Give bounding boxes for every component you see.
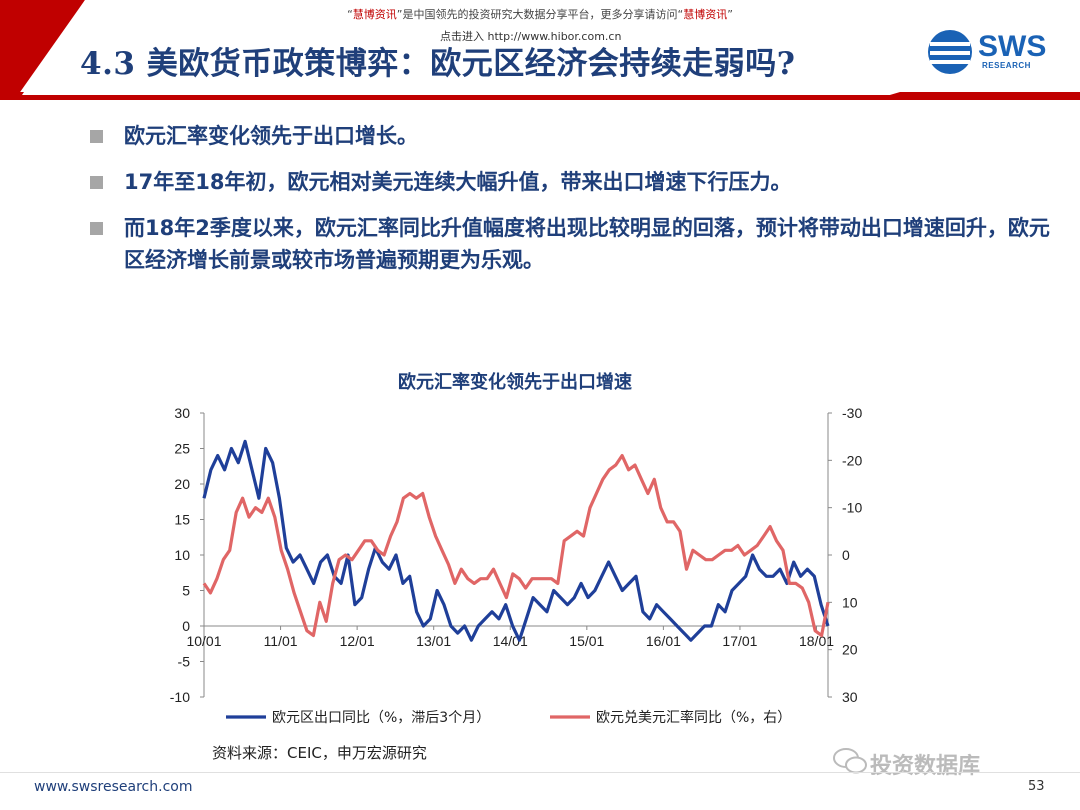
right-tick-label: -10 bbox=[842, 500, 862, 516]
x-tick-label: 14/01 bbox=[493, 633, 528, 649]
left-tick-label: 25 bbox=[174, 441, 190, 457]
series-line-fx bbox=[202, 453, 830, 638]
bullet-square-icon bbox=[90, 130, 103, 143]
x-tick-label: 12/01 bbox=[340, 633, 375, 649]
x-tick-label: 11/01 bbox=[264, 633, 298, 649]
bullet-list: 欧元汇率变化领先于出口增长。 17年至18年初，欧元相对美元连续大幅升值，带来出… bbox=[86, 120, 1056, 290]
left-tick-label: 5 bbox=[182, 583, 190, 599]
left-tick-label: 30 bbox=[174, 405, 190, 421]
right-tick-label: 0 bbox=[842, 547, 850, 563]
x-tick-label: 16/01 bbox=[646, 633, 681, 649]
bullet-item: 而18年2季度以来，欧元汇率同比升值幅度将出现比较明显的回落，预计将带动出口增速… bbox=[86, 212, 1056, 276]
bullet-item: 欧元汇率变化领先于出口增长。 bbox=[86, 120, 1056, 152]
legend-label-fx: 欧元兑美元汇率同比（%，右） bbox=[596, 709, 791, 726]
logo-subtext: RESEARCH bbox=[982, 61, 1031, 70]
right-tick-label: -30 bbox=[842, 405, 862, 421]
logo-mark-icon bbox=[928, 30, 972, 74]
bullet-text: 17年至18年初，欧元相对美元连续大幅升值，带来出口增速下行压力。 bbox=[124, 170, 792, 194]
footer-url[interactable]: www.swsresearch.com bbox=[34, 779, 193, 795]
sws-logo: SWS RESEARCH bbox=[926, 28, 1056, 78]
x-tick-label: 13/01 bbox=[416, 633, 451, 649]
series-line-export bbox=[202, 439, 830, 642]
slide-header bbox=[0, 0, 1080, 108]
bullet-text: 而18年2季度以来，欧元汇率同比升值幅度将出现比较明显的回落，预计将带动出口增速… bbox=[124, 216, 1050, 272]
bullet-square-icon bbox=[90, 222, 103, 235]
bullet-square-icon bbox=[90, 176, 103, 189]
left-tick-label: -10 bbox=[170, 689, 190, 705]
watermark-line2[interactable]: 点击进入 http://www.hibor.com.cn bbox=[440, 30, 622, 43]
footer-divider bbox=[0, 772, 1080, 773]
x-tick-label: 15/01 bbox=[569, 633, 604, 649]
right-tick-label: 10 bbox=[842, 594, 858, 610]
right-tick-label: -20 bbox=[842, 452, 862, 468]
x-tick-label: 10/01 bbox=[186, 633, 221, 649]
left-tick-label: 15 bbox=[174, 512, 190, 528]
wechat-icon bbox=[833, 748, 867, 774]
wechat-watermark: 投资数据库 bbox=[870, 754, 981, 779]
slide-title: 4.3 美欧货币政策博弈：欧元区经济会持续走弱吗? bbox=[80, 46, 796, 82]
page-number: 53 bbox=[1028, 779, 1045, 794]
left-tick-label: -5 bbox=[178, 654, 191, 670]
chart-title: 欧元汇率变化领先于出口增速 bbox=[398, 372, 632, 393]
source-note: 资料来源：CEIC，申万宏源研究 bbox=[212, 744, 427, 762]
header-banner bbox=[0, 0, 1080, 100]
left-tick-label: 0 bbox=[182, 618, 190, 634]
logo-text: SWS bbox=[978, 30, 1047, 63]
line-chart: 30 25 20 15 10 5 0 -5 -10 -30 -20 -10 0 10 20 30 10/01 11… bbox=[170, 405, 863, 726]
left-tick-label: 10 bbox=[174, 547, 190, 563]
bullet-text: 欧元汇率变化领先于出口增长。 bbox=[124, 124, 418, 148]
right-tick-label: 20 bbox=[842, 642, 858, 658]
x-tick-label: 18/01 bbox=[799, 633, 834, 649]
right-tick-label: 30 bbox=[842, 689, 858, 705]
legend-label-export: 欧元区出口同比（%，滞后3个月） bbox=[272, 710, 490, 726]
watermark-line1: “慧博资讯”是中国领先的投资研究大数据分享平台，更多分享请访问“慧博资讯” bbox=[347, 8, 733, 21]
x-tick-label: 17/01 bbox=[722, 633, 757, 649]
bullet-item: 17年至18年初，欧元相对美元连续大幅升值，带来出口增速下行压力。 bbox=[86, 166, 1056, 198]
left-tick-label: 20 bbox=[174, 476, 190, 492]
